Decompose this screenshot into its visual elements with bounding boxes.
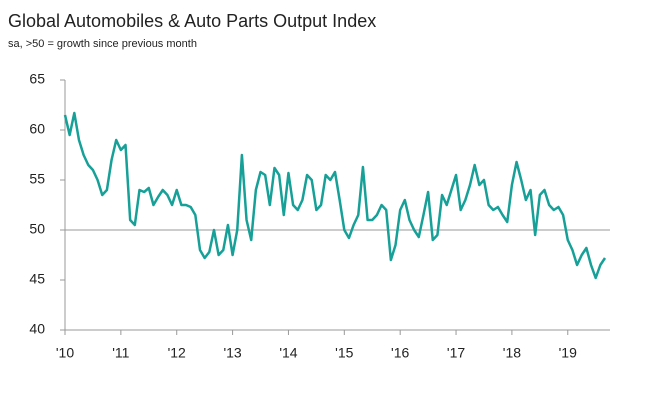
y-tick-label: 55 xyxy=(29,171,45,187)
x-tick-label: '18 xyxy=(503,345,521,361)
x-tick-label: '17 xyxy=(447,345,465,361)
x-tick-label: '12 xyxy=(168,345,186,361)
x-tick-label: '13 xyxy=(223,345,241,361)
x-tick-label: '16 xyxy=(391,345,409,361)
x-tick-label: '14 xyxy=(279,345,297,361)
x-tick-label: '10 xyxy=(56,345,74,361)
y-tick-label: 65 xyxy=(29,71,45,87)
data-line xyxy=(63,111,607,280)
chart-subtitle: sa, >50 = growth since previous month xyxy=(8,38,197,50)
y-tick-label: 45 xyxy=(29,271,45,287)
y-tick-label: 60 xyxy=(29,121,45,137)
x-tick-label: '19 xyxy=(559,345,577,361)
x-tick-label: '15 xyxy=(335,345,353,361)
y-tick-label: 40 xyxy=(29,321,45,337)
x-tick-label: '11 xyxy=(112,345,129,361)
y-tick-label: 50 xyxy=(29,221,45,237)
chart-title: Global Automobiles & Auto Parts Output I… xyxy=(8,11,376,31)
